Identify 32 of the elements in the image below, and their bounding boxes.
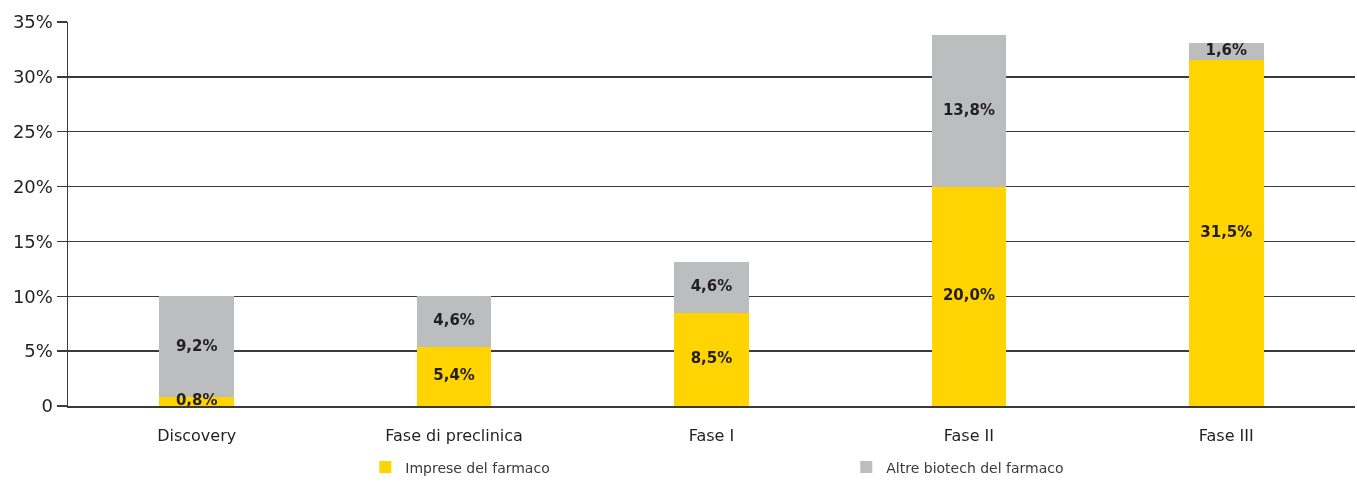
x-tick-label: Discovery [157,425,237,445]
data-label: 31,5% [1200,222,1253,241]
data-label: 13,8% [942,100,995,119]
y-tick-label: 15% [12,230,53,252]
x-tick-label: Fase III [1198,425,1254,445]
bar [931,35,1007,187]
bar [674,262,749,313]
data-label: 1,6% [1205,41,1248,60]
x-tick-label: Fase I [688,425,735,445]
bar [931,186,1007,406]
y-tick-label: 0 [41,395,53,417]
bar [1188,60,1264,406]
y-tick-label: 35% [12,11,53,33]
x-tick-label: Fase II [943,425,995,445]
data-label: 4,6% [433,311,475,330]
data-label: 4,6% [690,277,733,296]
x-tick-label: Fase di preclinica [385,425,523,445]
legend-label: Altre biotech del farmaco [886,459,1064,476]
data-label: 8,5% [690,349,733,368]
bar [416,296,492,347]
bar [416,346,492,406]
legend-label: Imprese del farmaco [405,459,550,476]
y-tick-label: 5% [24,340,53,362]
data-label: 0,8% [175,391,218,410]
y-tick-label: 20% [12,175,53,197]
y-tick-label: 25% [12,121,53,143]
y-tick-label: 30% [12,66,53,88]
y-tick-label: 10% [12,285,53,307]
bar [674,312,749,406]
data-label: 9,2% [175,336,218,355]
data-label: 5,4% [433,366,475,385]
data-label: 20,0% [942,286,995,305]
